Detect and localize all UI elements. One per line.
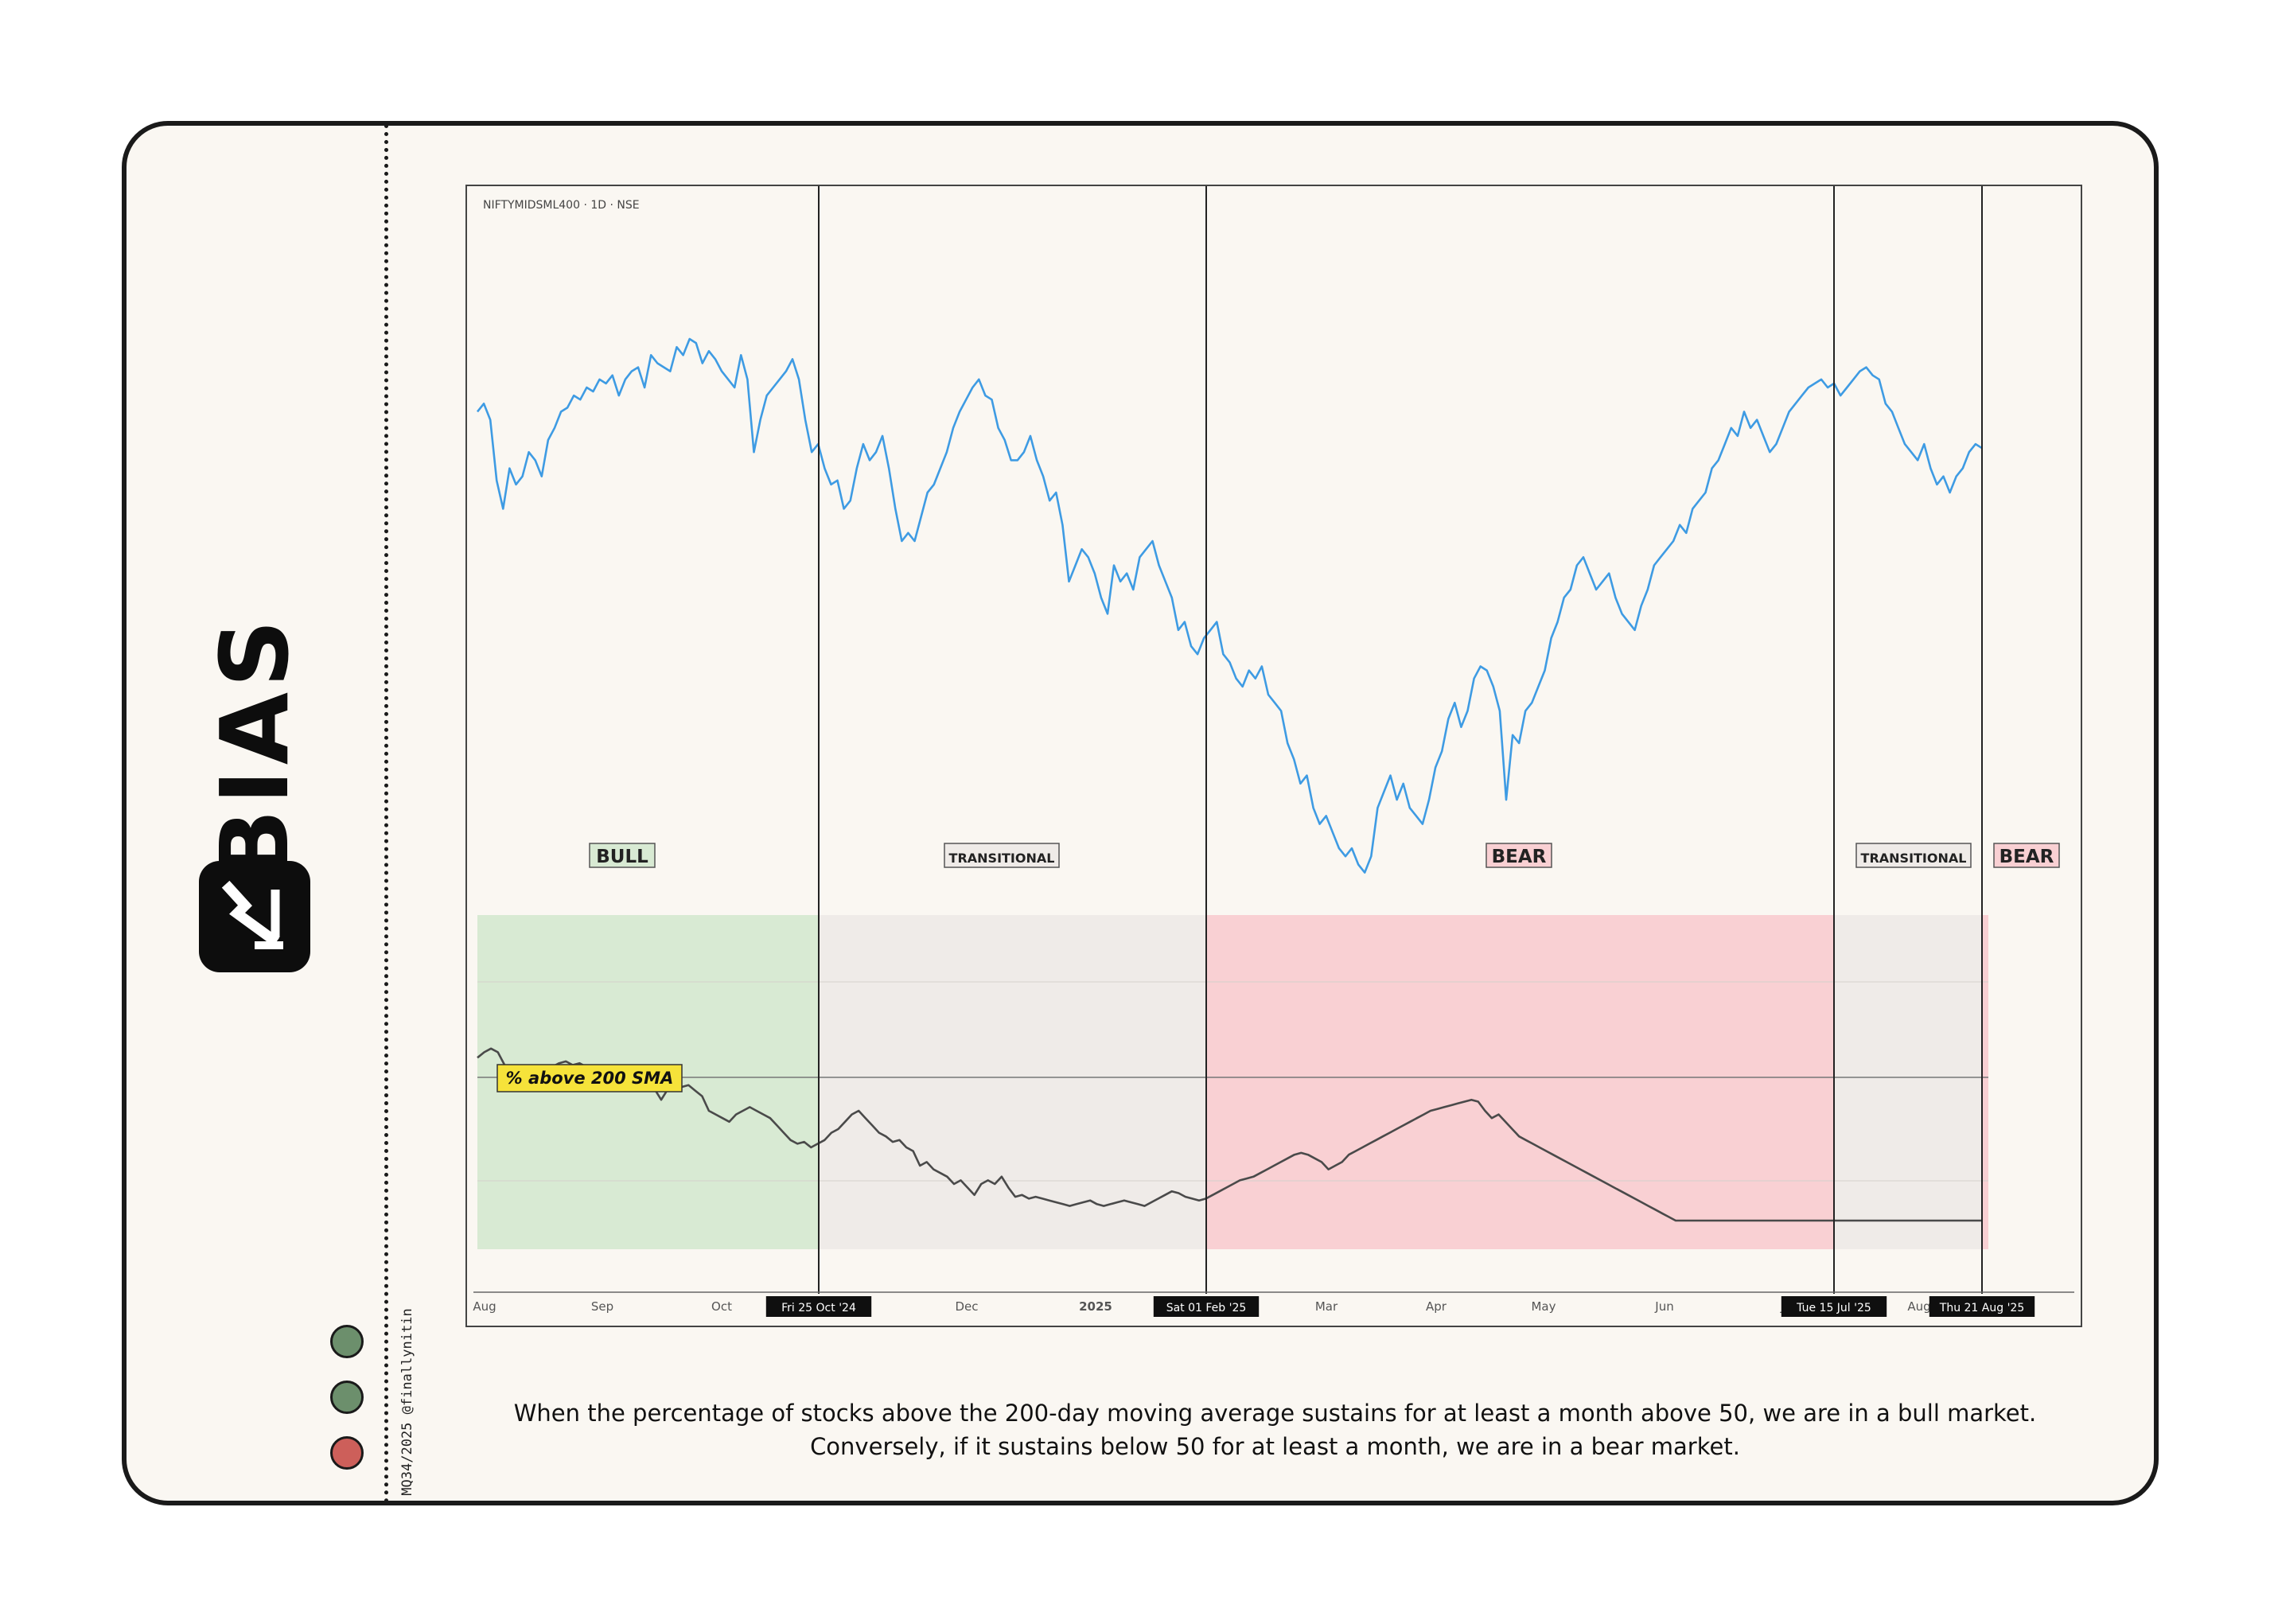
date-marker-label: Thu 21 Aug '25 — [1939, 1302, 2024, 1314]
logo-icon — [199, 861, 310, 972]
regime-band — [1982, 915, 1988, 1249]
x-tick-label: 2025 — [1079, 1299, 1112, 1314]
date-marker-label: Sat 01 Feb '25 — [1166, 1302, 1247, 1314]
regime-label-box — [589, 843, 656, 868]
price-series-line — [476, 337, 1983, 874]
regime-band — [819, 915, 1206, 1249]
date-marker-label: Tue 15 Jul '25 — [1796, 1302, 1871, 1314]
regime-label: TRANSITIONAL — [949, 851, 1055, 866]
chart-frame: NIFTYMIDSML400 · 1D · NSE BULL TRANSITION… — [465, 185, 2082, 1327]
x-tick-label: Aug — [473, 1299, 496, 1314]
x-tick-label: Apr — [1426, 1299, 1447, 1314]
x-tick-label: May — [1531, 1299, 1556, 1314]
credit-text: MQ34/2025 @finallynitin — [399, 1308, 415, 1496]
breadth-series-line — [477, 1047, 1982, 1222]
status-dot-green — [330, 1381, 364, 1414]
date-marker-box — [1929, 1296, 2035, 1317]
annotation-label: % above 200 SMA — [506, 1069, 674, 1088]
caption-text: When the percentage of stocks above the … — [513, 1400, 2037, 1460]
x-tick-label: Dec — [955, 1299, 978, 1314]
x-tick-label: Sep — [591, 1299, 613, 1314]
chart-title: NIFTYMIDSML400 · 1D · NSE — [483, 199, 640, 212]
regime-label-box — [1993, 843, 2060, 868]
regime-label-box — [1855, 843, 1972, 868]
brand-name: BIAS — [200, 614, 310, 882]
x-tick-label: Mar — [1315, 1299, 1338, 1314]
regime-label: TRANSITIONAL — [1861, 851, 1967, 866]
date-marker-box — [765, 1296, 872, 1317]
status-dot-green — [330, 1325, 364, 1358]
regime-label: BEAR — [1492, 847, 1547, 867]
regime-band — [1834, 915, 1982, 1249]
status-dot-red — [330, 1436, 364, 1470]
date-marker-box — [1153, 1296, 1260, 1317]
x-tick-label: Aug — [1907, 1299, 1930, 1314]
date-marker-box — [1781, 1296, 1887, 1317]
regime-band — [1206, 915, 1834, 1249]
regime-label-box — [944, 843, 1060, 868]
dotted-divider — [384, 124, 388, 1504]
regime-label: BULL — [596, 847, 648, 867]
x-tick-label: Jun — [1654, 1299, 1673, 1314]
regime-label: BEAR — [1999, 847, 2054, 867]
chart-svg: NIFTYMIDSML400 · 1D · NSE BULL TRANSITION… — [473, 186, 2074, 1317]
x-tick-label: Oct — [711, 1299, 732, 1314]
regime-label-box — [1485, 843, 1552, 868]
annotation-box — [496, 1064, 683, 1092]
date-marker-label: Fri 25 Oct '24 — [781, 1302, 856, 1314]
